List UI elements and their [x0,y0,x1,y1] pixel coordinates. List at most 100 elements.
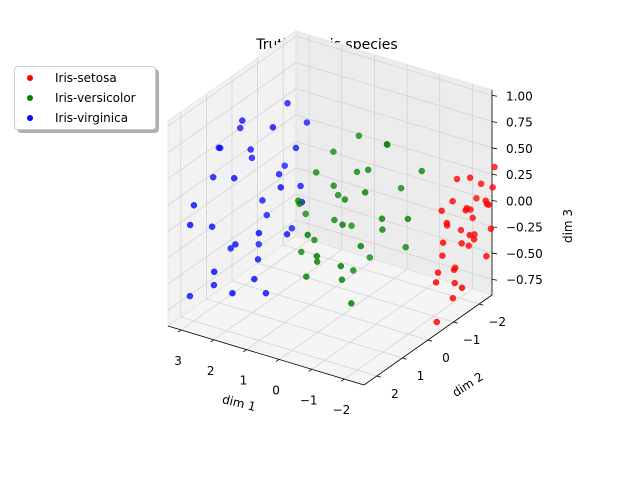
gridline-z [167,35,493,127]
data-point-setosa [465,242,472,249]
gridline-y [257,58,454,323]
data-point-versicolor [364,166,372,174]
data-point-setosa [439,252,446,259]
y-tick-mark [376,375,381,378]
data-point-virginica [283,231,291,238]
legend-label-setosa: Iris-setosa [55,71,117,85]
x-tick-mark [308,368,312,372]
data-point-virginica [247,146,254,153]
data-point-virginica [209,173,217,181]
legend-marker-virginica [27,115,33,121]
data-point-versicolor [348,300,355,307]
data-point-versicolor [397,184,405,192]
data-point-setosa [457,226,465,234]
legend-label-virginica: Iris-virginica [55,111,129,125]
data-point-virginica [229,289,236,297]
legend-item-virginica: Iris-virginica [27,109,128,127]
data-point-virginica [248,154,256,162]
data-point-versicolor [295,197,302,204]
y-axis-label: dim 2 [450,369,486,399]
data-point-versicolor [311,236,318,244]
data-point-virginica [190,202,198,209]
data-point-setosa [458,240,465,247]
gridline-z [167,114,493,206]
x-tick-mark [243,349,247,353]
data-points [186,99,498,326]
data-point-virginica [277,184,285,191]
z-tick-label: −0.75 [506,273,543,287]
data-point-setosa [477,180,485,188]
y-tick-mark [453,321,458,324]
z-tick-label: −0.25 [506,221,543,235]
y-tick-mark [427,339,433,342]
data-point-versicolor [379,226,386,233]
z-tick-mark [491,252,498,255]
gridline-y [282,40,480,305]
x-tick-mark [177,329,182,333]
data-point-versicolor [353,168,361,176]
z-tick-mark [491,173,498,176]
legend-marker-setosa [27,75,33,81]
legend-marker-versicolor [27,95,33,101]
data-point-versicolor [338,276,346,283]
data-point-versicolor [366,254,374,261]
data-point-virginica [275,170,283,178]
data-point-setosa [432,279,440,286]
data-point-setosa [458,284,466,292]
z-tick-label: 1.00 [506,89,533,103]
data-point-versicolor [402,244,409,251]
data-point-versicolor [330,148,337,155]
data-point-virginica [288,225,296,232]
z-tick-label: −0.50 [506,247,543,261]
data-point-virginica [284,99,291,107]
data-point-virginica [255,229,263,237]
data-point-versicolor [355,132,363,140]
data-point-setosa [438,207,445,215]
data-point-setosa [482,197,489,205]
data-point-versicolor [313,258,321,265]
tick-labels: 3 2 1 0 −1 −2 −2 −1 0 1 2 −0.75 −0.50 −0.25 0.00 0.25 0.… [174,89,543,417]
y-tick-label: 1 [417,369,425,383]
gridline-z [167,219,493,311]
data-point-virginica [259,197,266,204]
y-tick-label: −2 [488,315,506,329]
legend-item-versicolor: Iris-versicolor [27,89,136,107]
x-tick-label: −1 [300,393,318,407]
data-point-virginica [303,119,311,126]
data-point-versicolor [357,242,365,250]
data-point-virginica [227,245,234,252]
data-point-virginica [186,221,194,229]
data-point-virginica [263,211,271,219]
x-tick-mark [341,378,345,382]
data-point-setosa [489,184,496,191]
data-point-setosa [439,239,447,246]
data-point-setosa [450,266,458,274]
data-point-setosa [466,174,474,181]
legend: Iris-setosa Iris-versicolor Iris-virgini… [14,66,156,130]
legend-item-setosa: Iris-setosa [27,69,117,87]
data-point-virginica [236,124,244,132]
axes-panes [167,30,493,386]
data-point-versicolor [334,191,342,199]
x-tick-label: −2 [333,403,351,417]
data-point-setosa [443,222,451,229]
data-point-setosa [462,207,469,214]
data-point-virginica [230,174,238,182]
gridline-x [180,34,310,331]
data-point-virginica [281,162,288,169]
x-tick-label: 1 [240,374,248,388]
data-point-setosa [466,231,473,239]
gridline-y [231,76,429,341]
data-point-versicolor [383,141,391,148]
x-tick-mark [210,339,214,343]
data-point-versicolor [302,210,309,218]
gridline-x [311,74,441,370]
gridline-y [180,112,377,377]
data-point-versicolor [350,267,357,274]
gridline-x [344,84,473,380]
z-tick-mark [491,199,498,202]
gridline-x [278,64,408,360]
data-point-versicolor [361,189,369,196]
gridline-x [246,54,375,350]
